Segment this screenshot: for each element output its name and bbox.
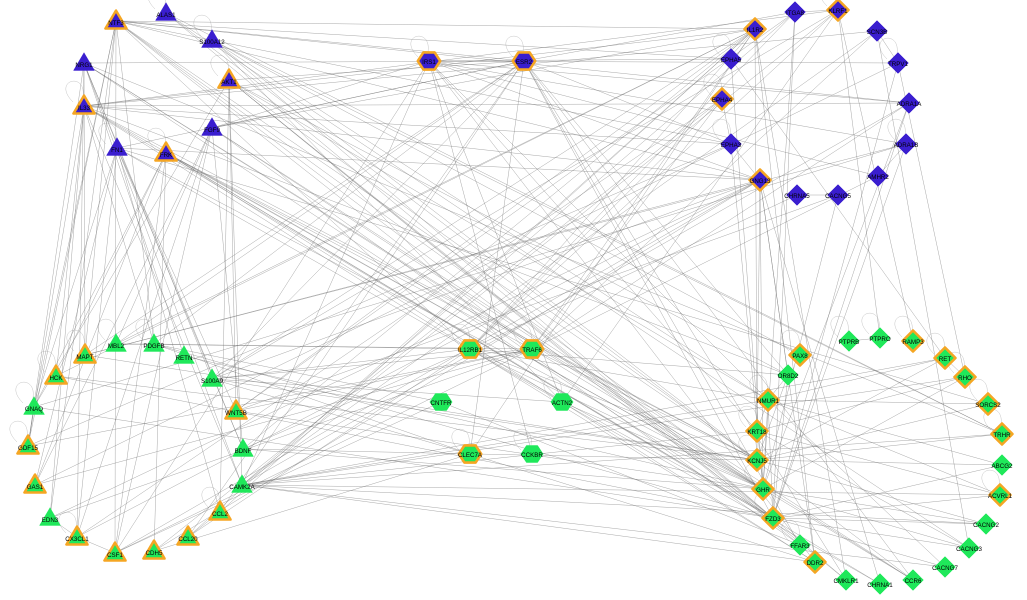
svg-text:HCK: HCK xyxy=(49,375,63,382)
svg-text:S100A9: S100A9 xyxy=(201,378,224,385)
svg-text:CSF1: CSF1 xyxy=(107,552,123,559)
svg-text:CDH5: CDH5 xyxy=(146,550,163,557)
svg-text:RET: RET xyxy=(939,356,952,363)
svg-text:OR8D2: OR8D2 xyxy=(778,373,799,380)
svg-text:CCL20: CCL20 xyxy=(178,536,198,543)
svg-text:CMKLR1: CMKLR1 xyxy=(833,578,859,585)
svg-text:TRPV1: TRPV1 xyxy=(888,61,909,68)
svg-text:EPHA5: EPHA5 xyxy=(721,57,742,64)
svg-text:RHO: RHO xyxy=(958,375,972,382)
svg-text:CX3CL1: CX3CL1 xyxy=(65,536,89,543)
svg-text:GAS1: GAS1 xyxy=(27,484,44,491)
svg-text:ALAS1: ALAS1 xyxy=(156,12,176,19)
svg-text:CHRNA1: CHRNA1 xyxy=(867,582,893,589)
svg-text:RETN: RETN xyxy=(176,355,193,362)
svg-text:SCN3B: SCN3B xyxy=(867,29,888,36)
svg-text:TRHR: TRHR xyxy=(993,432,1011,439)
svg-text:NTF3: NTF3 xyxy=(108,20,124,27)
svg-text:NMUR1: NMUR1 xyxy=(757,398,780,405)
svg-text:GDF15: GDF15 xyxy=(18,445,39,452)
svg-text:CNTFR: CNTFR xyxy=(431,400,452,407)
svg-text:CACNG3: CACNG3 xyxy=(956,546,982,553)
svg-text:ITGA8: ITGA8 xyxy=(786,10,804,17)
svg-text:NRG1: NRG1 xyxy=(75,62,93,69)
svg-text:MAPT: MAPT xyxy=(76,354,93,361)
svg-text:EPHA3: EPHA3 xyxy=(721,142,742,149)
svg-text:CACNG2: CACNG2 xyxy=(973,522,999,529)
svg-text:DDR2: DDR2 xyxy=(807,560,824,567)
svg-text:S100A12: S100A12 xyxy=(199,39,225,46)
svg-text:IRS1: IRS1 xyxy=(422,59,436,66)
svg-text:EPHA4: EPHA4 xyxy=(712,97,733,104)
svg-text:FN1: FN1 xyxy=(111,147,123,154)
svg-text:FGF9: FGF9 xyxy=(204,127,220,134)
svg-text:KLRF1: KLRF1 xyxy=(828,8,848,15)
svg-text:GNAQ: GNAQ xyxy=(25,406,43,413)
svg-text:PDGFB: PDGFB xyxy=(143,343,164,350)
svg-text:CACNG7: CACNG7 xyxy=(932,565,958,572)
svg-text:EDN3: EDN3 xyxy=(42,517,59,524)
svg-text:GHR: GHR xyxy=(756,487,770,494)
svg-text:CACNG5: CACNG5 xyxy=(825,193,851,200)
svg-text:CLEC7A: CLEC7A xyxy=(458,452,483,459)
svg-text:ADRA1B: ADRA1B xyxy=(894,142,919,149)
svg-text:PAX8: PAX8 xyxy=(792,353,808,360)
svg-text:IL12RB1: IL12RB1 xyxy=(458,347,483,354)
svg-text:CCKBR: CCKBR xyxy=(521,452,543,459)
svg-text:RAMP3: RAMP3 xyxy=(902,339,924,346)
svg-text:WNT5B: WNT5B xyxy=(225,410,247,417)
svg-text:CCR6: CCR6 xyxy=(905,578,922,585)
svg-text:CCL2: CCL2 xyxy=(212,511,228,518)
svg-text:GNG13: GNG13 xyxy=(750,178,772,185)
svg-text:CHRNA5: CHRNA5 xyxy=(784,193,810,200)
svg-text:ACVRL1: ACVRL1 xyxy=(988,493,1013,500)
svg-text:IL33: IL33 xyxy=(78,105,91,112)
svg-text:ABCG2: ABCG2 xyxy=(992,463,1014,470)
svg-text:KCNJ5: KCNJ5 xyxy=(747,458,767,465)
svg-text:AMHR2: AMHR2 xyxy=(867,174,889,181)
svg-text:PTPRO: PTPRO xyxy=(869,336,891,343)
svg-text:IL1R2: IL1R2 xyxy=(747,27,764,34)
svg-text:FZD3: FZD3 xyxy=(765,516,781,523)
svg-text:KRT18: KRT18 xyxy=(747,429,767,436)
svg-text:MBL2: MBL2 xyxy=(108,343,125,350)
svg-text:BDNF: BDNF xyxy=(235,448,252,455)
svg-text:ACTN2: ACTN2 xyxy=(552,400,573,407)
svg-text:CAMK2A: CAMK2A xyxy=(229,484,255,491)
svg-text:FRK: FRK xyxy=(160,152,173,159)
svg-text:ADRA1A: ADRA1A xyxy=(897,101,923,108)
svg-text:SORCS2: SORCS2 xyxy=(975,402,1001,409)
svg-text:ESR2: ESR2 xyxy=(516,59,533,66)
svg-text:PTPRB: PTPRB xyxy=(839,339,860,346)
svg-text:TRAF6: TRAF6 xyxy=(522,347,542,354)
svg-text:AKT1: AKT1 xyxy=(221,79,237,86)
svg-text:FFAR3: FFAR3 xyxy=(790,543,810,550)
